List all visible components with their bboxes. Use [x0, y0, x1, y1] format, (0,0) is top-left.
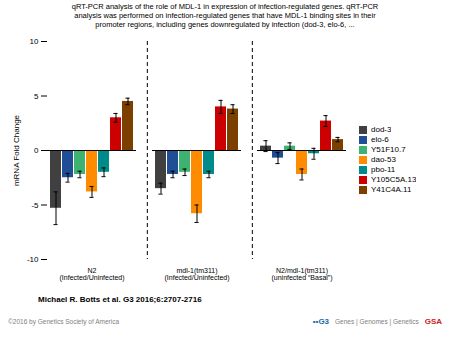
- html-text:Y51F10.7: Y51F10.7: [371, 145, 406, 154]
- html-text:GSA: GSA: [424, 317, 442, 326]
- html-text:qRT-PCR analysis of the role o: qRT-PCR analysis of the role of MDL-1 in…: [71, 2, 379, 29]
- html-text:Y41C4A.11: Y41C4A.11: [371, 185, 412, 194]
- svg-text:5: 5: [34, 92, 39, 101]
- html-text:©2016 by Genetics Society of A: ©2016 by Genetics Society of America: [8, 318, 119, 325]
- html-text:dod-3: dod-3: [371, 125, 392, 134]
- svg-text:-10: -10: [27, 255, 39, 264]
- svg-text:0: 0: [34, 146, 39, 155]
- html-text:••G3: ••G3: [312, 317, 330, 326]
- html-text:Genes | Genomes | Genetics: Genes | Genomes | Genetics: [335, 318, 419, 325]
- svg-text:mRNA Fold Change: mRNA Fold Change: [12, 114, 21, 186]
- svg-text:mdl-1(tm311)(Infected/Uninfect: mdl-1(tm311)(Infected/Uninfected): [165, 267, 230, 282]
- html-text:elo-6: elo-6: [371, 135, 389, 144]
- svg-text:-5: -5: [31, 201, 39, 210]
- svg-text:N2/mdl-1(tm311)(uninfected “Ba: N2/mdl-1(tm311)(uninfected “Basal”): [271, 267, 332, 282]
- svg-text:10: 10: [30, 37, 39, 46]
- html-text:Y105C5A.13: Y105C5A.13: [371, 175, 417, 184]
- html-text:Michael R. Botts et al. G3 201: Michael R. Botts et al. G3 2016;6:2707-2…: [38, 295, 202, 304]
- svg-text:N2(Infected/Uninfected): N2(Infected/Uninfected): [60, 267, 125, 282]
- html-text:pbo-11: pbo-11: [371, 165, 396, 174]
- html-text:dao-53: dao-53: [371, 155, 396, 164]
